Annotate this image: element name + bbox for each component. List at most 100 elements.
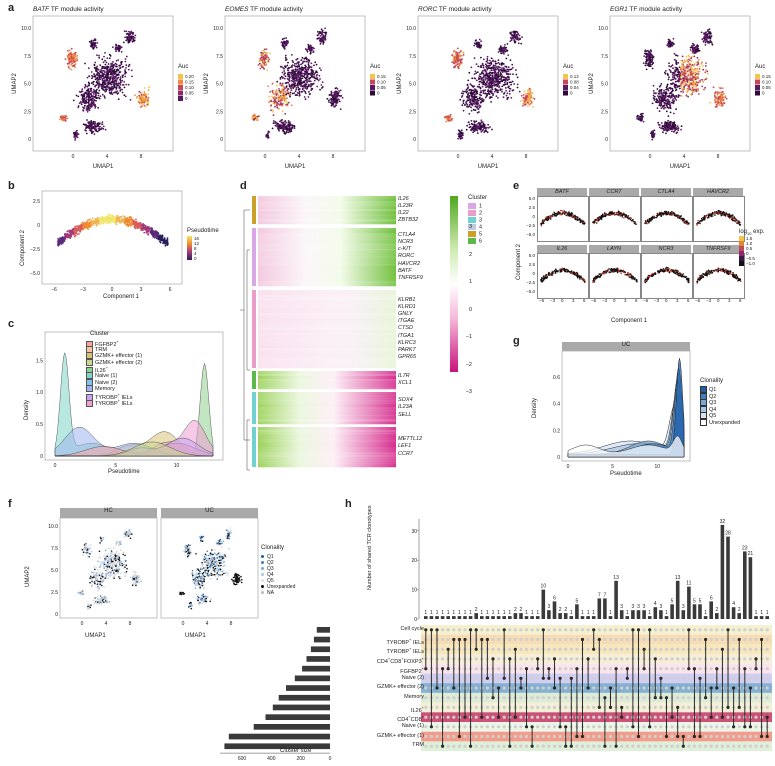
umap-point: [272, 109, 274, 111]
umap-point: [328, 100, 330, 102]
umap-point: [671, 96, 673, 98]
umap-point: [97, 124, 99, 126]
umap-point: [488, 73, 490, 75]
umap-point: [687, 70, 689, 72]
umap-point: [477, 71, 479, 73]
umap-point: [451, 61, 453, 63]
umap-point: [703, 33, 705, 35]
umap-point: [515, 69, 517, 71]
umap-point: [464, 104, 466, 106]
umap-point: [282, 77, 284, 79]
umap-point: [472, 131, 474, 133]
umap-point: [477, 105, 479, 107]
umap-point: [718, 96, 720, 98]
umap-point: [652, 62, 654, 64]
umap-point: [273, 97, 275, 99]
umap-point: [721, 98, 723, 100]
umap-point: [83, 96, 85, 98]
umap-point: [689, 85, 691, 87]
umap-point: [103, 85, 105, 87]
umap-point: [101, 58, 103, 60]
umap-point: [523, 94, 525, 96]
umap-point: [688, 73, 690, 75]
umap-point: [104, 95, 106, 97]
legend-swatch: [370, 74, 375, 79]
umap-point: [486, 95, 488, 97]
umap-point: [279, 125, 281, 127]
umap-point: [97, 107, 99, 109]
y-axis-label: UMAP2: [12, 73, 18, 94]
umap-point: [106, 57, 108, 59]
umap-point: [486, 75, 488, 77]
umap-point: [661, 122, 663, 124]
umap-point: [636, 116, 638, 118]
umap-point: [471, 110, 473, 112]
umap-point: [113, 80, 115, 82]
umap-point: [320, 69, 322, 71]
y-tick-label: 2.5: [24, 109, 31, 115]
umap-point: [102, 73, 104, 75]
umap-point: [338, 92, 340, 94]
umap-point: [461, 132, 463, 134]
umap-point: [665, 93, 667, 95]
umap-point: [645, 53, 647, 55]
umap-point: [487, 124, 489, 126]
umap-point: [696, 83, 698, 85]
umap-point: [67, 118, 69, 120]
umap-point: [311, 88, 313, 90]
x-tick-label: 8: [332, 154, 335, 160]
umap-point: [73, 136, 75, 138]
umap-point: [519, 91, 521, 93]
umap-point: [474, 77, 476, 79]
umap-point: [340, 95, 342, 97]
umap-point: [722, 87, 724, 89]
umap-point: [284, 99, 286, 101]
umap-point: [472, 93, 474, 95]
umap-point: [126, 31, 128, 33]
umap-point: [453, 51, 455, 53]
umap-point: [657, 88, 659, 90]
umap-point: [460, 55, 462, 57]
umap-point: [523, 101, 525, 103]
umap-point: [460, 51, 462, 53]
umap-point: [73, 133, 75, 135]
umap-point: [112, 68, 114, 70]
umap-point: [503, 84, 505, 86]
legend-title: Auc: [370, 64, 380, 70]
umap-point: [658, 104, 660, 106]
umap-point: [648, 64, 650, 66]
umap-point: [519, 38, 521, 40]
umap-point: [686, 56, 688, 58]
umap-point: [90, 93, 92, 95]
umap-point: [313, 73, 315, 75]
umap-point: [478, 84, 480, 86]
umap-point: [94, 39, 96, 41]
umap-point: [98, 81, 100, 83]
legend-title: Auc: [178, 64, 188, 70]
umap-point: [104, 97, 106, 99]
umap-point: [662, 96, 664, 98]
umap-point: [281, 128, 283, 130]
umap-point: [297, 85, 299, 87]
umap-point: [692, 64, 694, 66]
umap-point: [270, 109, 272, 111]
umap-point: [310, 44, 312, 46]
umap-point: [643, 121, 645, 123]
umap-point: [704, 87, 706, 89]
umap-point: [657, 122, 659, 124]
umap-point: [105, 67, 107, 69]
legend-swatch: [563, 74, 568, 79]
umap-point: [469, 83, 471, 85]
umap-point: [310, 84, 312, 86]
umap-point: [668, 99, 670, 101]
umap-point: [450, 114, 452, 116]
umap-point: [298, 61, 300, 63]
umap-point: [114, 73, 116, 75]
legend-swatch: [563, 85, 568, 90]
umap-point: [498, 51, 500, 53]
umap-point: [521, 95, 523, 97]
umap-point: [280, 103, 282, 105]
legend-swatch: [370, 91, 375, 96]
umap-point: [673, 43, 675, 45]
umap-point: [645, 49, 647, 51]
